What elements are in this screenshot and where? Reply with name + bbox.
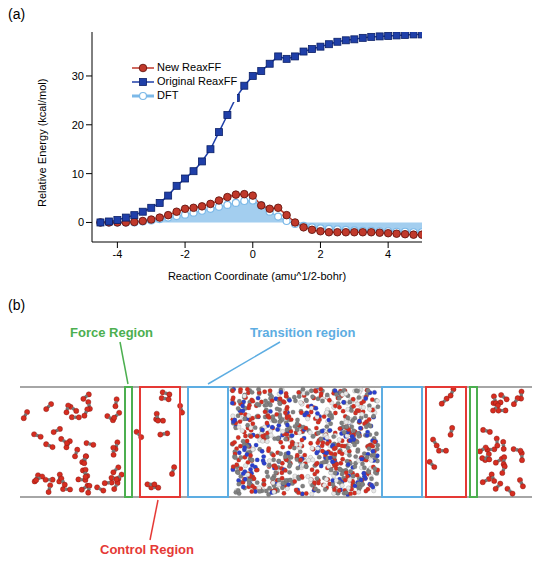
svg-text:Force Region: Force Region	[70, 325, 153, 340]
svg-text:Control Region: Control Region	[100, 542, 194, 557]
html-text:(a): (a)	[8, 6, 26, 22]
svg-text:2: 2	[317, 248, 323, 260]
svg-text:(b): (b)	[8, 297, 25, 313]
svg-text:4: 4	[385, 248, 391, 260]
svg-text:0: 0	[78, 216, 84, 228]
svg-text:Reaction Coordinate (amu^1/2-b: Reaction Coordinate (amu^1/2-bohr)	[168, 270, 346, 282]
html-text:DFT: DFT	[157, 89, 179, 102]
svg-text:20: 20	[72, 119, 84, 131]
svg-text:30: 30	[72, 70, 84, 82]
svg-text:0: 0	[250, 248, 256, 260]
svg-text:-2: -2	[180, 248, 190, 260]
html-text:New ReaxFF: New ReaxFF	[157, 61, 222, 73]
svg-text:-4: -4	[112, 248, 122, 260]
svg-text:10: 10	[72, 168, 84, 180]
html-text:Original ReaxFF: Original ReaxFF	[157, 75, 238, 88]
svg-text:Transition region: Transition region	[250, 325, 356, 340]
svg-text:Relative Energy (kcal/mol): Relative Energy (kcal/mol)	[36, 79, 48, 207]
